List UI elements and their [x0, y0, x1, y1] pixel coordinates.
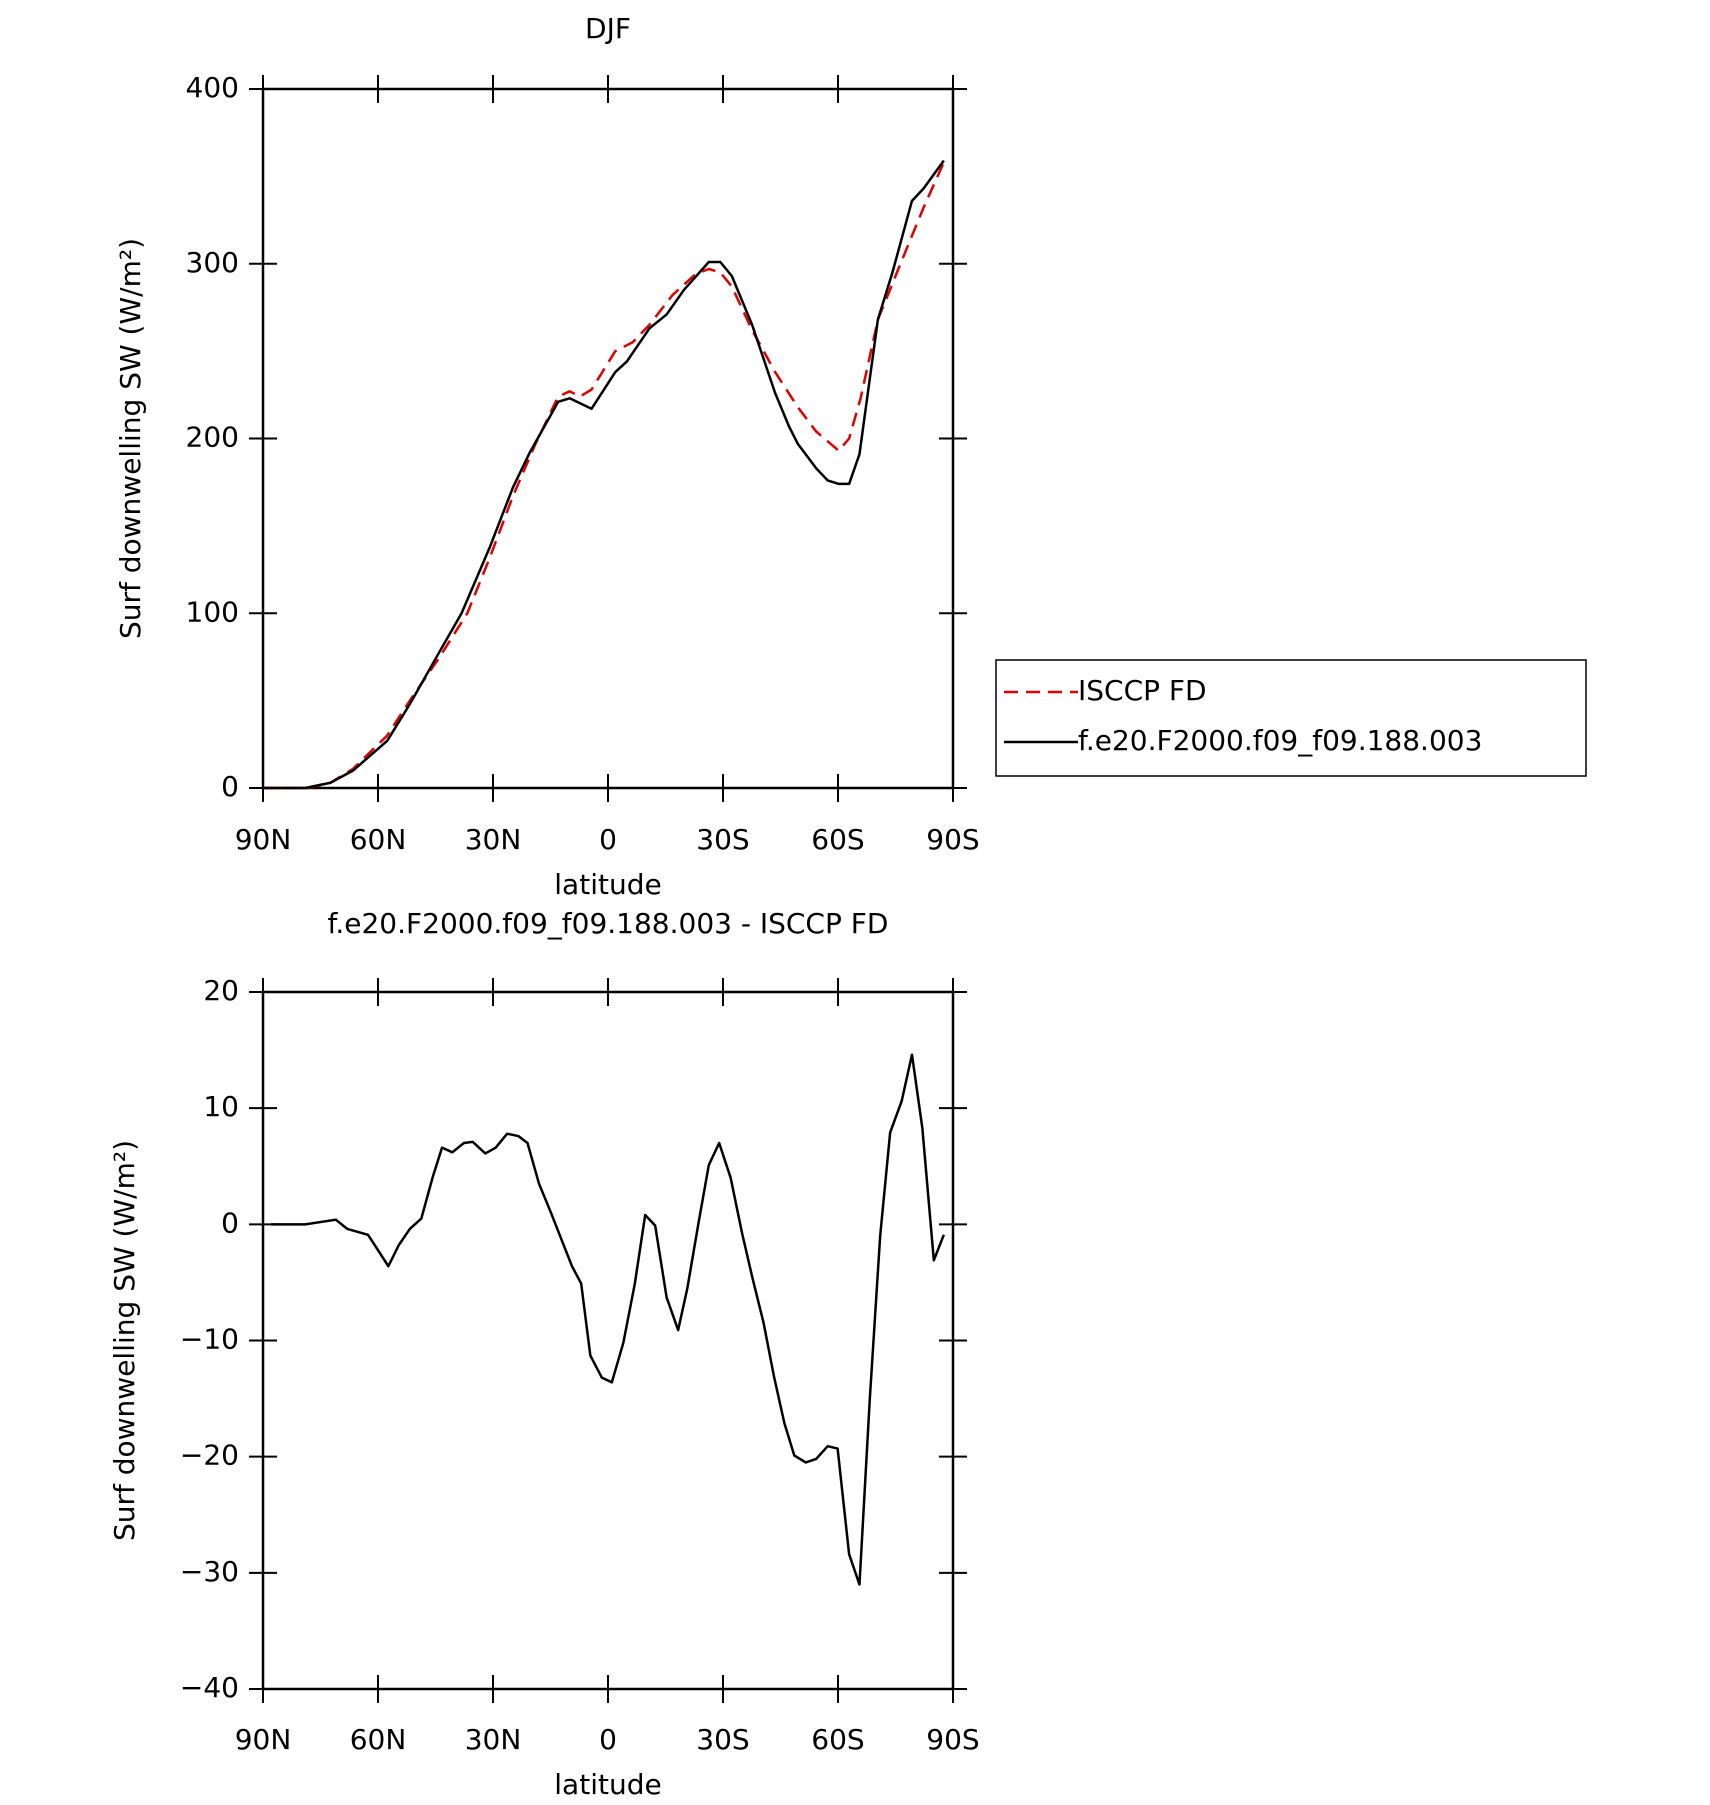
x-tick-label: 60N [350, 823, 407, 856]
y-tick-label: 0 [221, 1206, 239, 1239]
y-tick-label: 10 [203, 1090, 239, 1123]
legend-label: f.e20.F2000.f09_f09.188.003 [1078, 724, 1482, 757]
x-tick-label: 60S [811, 823, 864, 856]
y-tick-label: 0 [221, 770, 239, 803]
x-axis-label: latitude [554, 868, 661, 901]
x-tick-label: 30N [465, 823, 522, 856]
x-tick-label: 90N [235, 1723, 292, 1756]
y-tick-label: −40 [180, 1671, 239, 1704]
x-tick-label: 90N [235, 823, 292, 856]
chart-title: DJF [585, 12, 631, 45]
y-tick-label: −10 [180, 1323, 239, 1356]
x-tick-label: 90S [926, 823, 979, 856]
x-tick-label: 0 [599, 823, 617, 856]
chart-title: f.e20.F2000.f09_f09.188.003 - ISCCP FD [328, 907, 889, 940]
x-tick-label: 30S [696, 1723, 749, 1756]
y-tick-label: 100 [186, 595, 239, 628]
data-line [263, 161, 945, 790]
y-tick-label: −30 [180, 1555, 239, 1588]
x-tick-label: 60N [350, 1723, 407, 1756]
legend-label: ISCCP FD [1078, 674, 1207, 707]
data-line [271, 1053, 945, 1586]
x-tick-label: 30N [465, 1723, 522, 1756]
x-axis-label: latitude [554, 1768, 661, 1801]
x-tick-label: 0 [599, 1723, 617, 1756]
x-tick-label: 60S [811, 1723, 864, 1756]
y-tick-label: 200 [186, 421, 239, 454]
x-tick-label: 90S [926, 1723, 979, 1756]
y-tick-label: 300 [186, 246, 239, 279]
y-axis-label: Surf downwelling SW (W/m²) [108, 1140, 141, 1541]
data-line [263, 159, 945, 790]
x-tick-label: 30S [696, 823, 749, 856]
y-tick-label: 20 [203, 974, 239, 1007]
legend-box [995, 659, 1587, 777]
y-tick-label: 400 [186, 71, 239, 104]
y-tick-label: −20 [180, 1439, 239, 1472]
plot-frame [261, 990, 955, 1691]
y-axis-label: Surf downwelling SW (W/m²) [114, 238, 147, 639]
